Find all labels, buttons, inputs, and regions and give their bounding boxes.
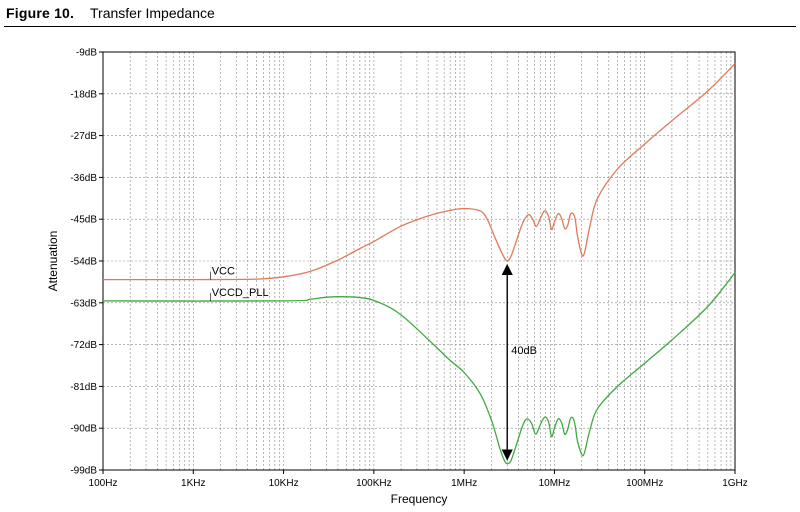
- figure-label: Figure 10.: [6, 5, 75, 21]
- annotation-label: 40dB: [511, 345, 537, 357]
- x-tick-label: 100Hz: [89, 478, 118, 489]
- y-tick-label: -63dB: [70, 298, 97, 309]
- y-tick-label: -90dB: [70, 424, 97, 435]
- chart-series: VCC VCCD_PLL: [102, 63, 736, 465]
- y-tick-label: -18dB: [70, 89, 97, 100]
- figure-header: Figure 10. Transfer Impedance: [4, 4, 796, 27]
- x-tick-label: 100KHz: [356, 478, 392, 489]
- x-tick-label: 1GHz: [722, 478, 748, 489]
- series-label-vccd-pll: VCCD_PLL: [212, 287, 269, 299]
- y-tick-label: -9dB: [76, 48, 97, 59]
- series-line-vcc: [102, 63, 736, 281]
- x-axis-ticks: 100Hz 1KHz 10KHz 100KHz 1MHz 10MHz 100MHz 1GHz: [89, 470, 748, 489]
- chart-annotation: 40dB: [501, 263, 537, 461]
- y-tick-label: -54dB: [70, 257, 97, 268]
- x-tick-label: 100MHz: [626, 478, 663, 489]
- series-label-vcc: VCC: [212, 266, 235, 278]
- x-tick-label: 1MHz: [451, 478, 477, 489]
- x-tick-label: 10MHz: [539, 478, 571, 489]
- y-tick-label: -99dB: [70, 466, 97, 477]
- y-axis-ticks: -9dB -18dB -27dB -36dB -45dB -54dB -63dB -72dB -…: [70, 48, 103, 477]
- y-axis-title: Attenuation: [46, 231, 60, 292]
- figure-title: Transfer Impedance: [90, 5, 215, 21]
- y-tick-label: -36dB: [70, 173, 97, 184]
- x-tick-label: 1KHz: [181, 478, 205, 489]
- y-tick-label: -27dB: [70, 131, 97, 142]
- x-axis-title: Frequency: [391, 492, 448, 506]
- y-tick-label: -72dB: [70, 340, 97, 351]
- chart-grid: [102, 51, 735, 471]
- y-tick-label: -81dB: [70, 382, 97, 393]
- x-tick-label: 10KHz: [269, 478, 299, 489]
- series-line-vccd-pll: [102, 272, 736, 465]
- y-tick-label: -45dB: [70, 215, 97, 226]
